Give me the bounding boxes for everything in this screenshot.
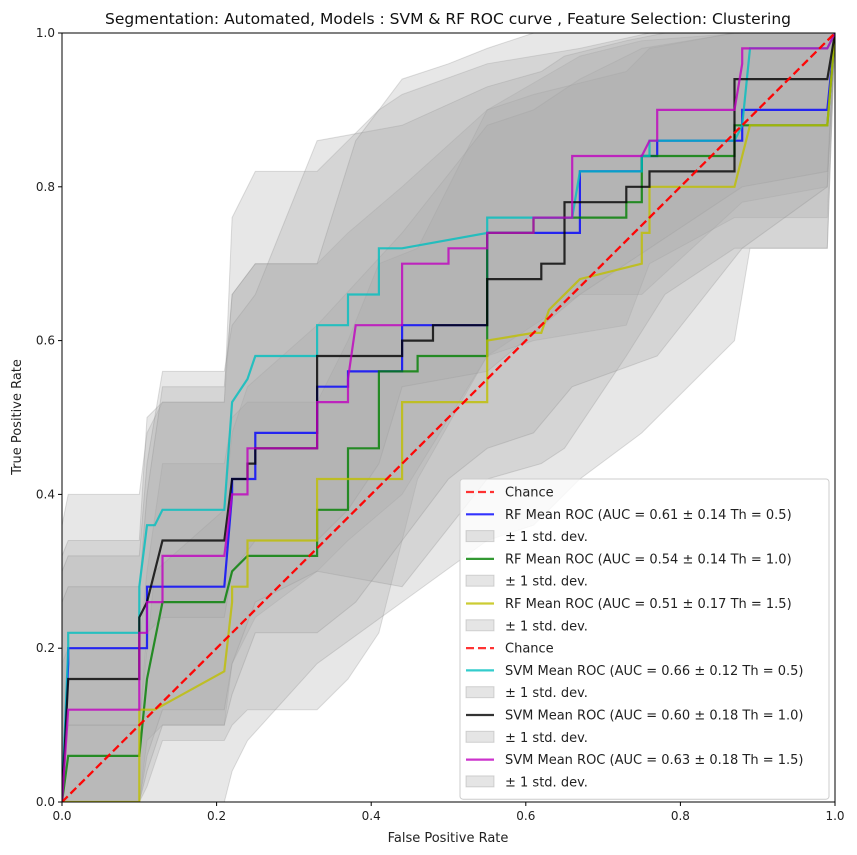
legend-handle [465, 574, 495, 587]
legend-handle [465, 775, 495, 788]
x-tick-label: 0.6 [516, 809, 535, 823]
legend-handle [465, 686, 495, 699]
y-axis-label: True Positive Rate [10, 359, 25, 476]
chance-line-layer [62, 33, 835, 802]
legend-label: SVM Mean ROC (AUC = 0.66 ± 0.12 Th = 0.5… [505, 664, 804, 679]
chart-title: Segmentation: Automated, Models : SVM & … [105, 10, 791, 28]
legend-label: ± 1 std. dev. [505, 731, 588, 746]
x-tick-label: 0.8 [671, 809, 690, 823]
legend-label: SVM Mean ROC (AUC = 0.63 ± 0.18 Th = 1.5… [505, 753, 804, 768]
y-tick-label: 1.0 [36, 26, 55, 40]
roc-line-5 [62, 33, 835, 802]
x-tick-label: 0.2 [207, 809, 226, 823]
roc-line-6 [62, 33, 835, 802]
y-tick-label: 0.6 [36, 334, 55, 348]
x-tick-label: 1.0 [825, 809, 844, 823]
ticks-layer: 0.0 0.2 0.4 0.6 0.8 1.0 0.0 0.2 0.4 0.6 0.8 1.0 [36, 26, 845, 823]
legend-label: ± 1 std. dev. [505, 575, 588, 590]
x-tick-label: 0.4 [362, 809, 381, 823]
legend-box [459, 478, 830, 800]
plot-frame [61, 32, 836, 803]
x-tick-label: 0.0 [52, 809, 71, 823]
y-tick-label: 0.4 [36, 487, 55, 501]
legend-label: RF Mean ROC (AUC = 0.51 ± 0.17 Th = 1.5) [505, 597, 792, 612]
legend-handle [465, 730, 495, 743]
legend-label: SVM Mean ROC (AUC = 0.60 ± 0.18 Th = 1.0… [505, 709, 804, 724]
legend-label: Chance [505, 642, 554, 657]
y-tick-label: 0.8 [36, 180, 55, 194]
roc-lines-layer [62, 33, 835, 802]
legend-label: ± 1 std. dev. [505, 530, 588, 545]
legend-handle [465, 619, 495, 632]
roc-line-3 [62, 33, 835, 802]
plot-area [62, 33, 835, 802]
legend-label: ± 1 std. dev. [505, 775, 588, 790]
legend-label: RF Mean ROC (AUC = 0.61 ± 0.14 Th = 0.5) [505, 508, 792, 523]
legend-label: ± 1 std. dev. [505, 686, 588, 701]
legend-label: ± 1 std. dev. [505, 619, 588, 634]
legend-label: Chance [505, 486, 554, 501]
x-axis-label: False Positive Rate [388, 831, 509, 846]
chance-line-2 [62, 33, 835, 802]
roc-line-4 [62, 33, 835, 802]
y-tick-label: 0.2 [36, 641, 55, 655]
legend: Chance RF Mean ROC (AUC = 0.61 ± 0.14 Th … [459, 478, 830, 800]
legend-label: RF Mean ROC (AUC = 0.54 ± 0.14 Th = 1.0) [505, 552, 792, 567]
y-tick-label: 0.0 [36, 795, 55, 809]
legend-handle [465, 530, 495, 543]
